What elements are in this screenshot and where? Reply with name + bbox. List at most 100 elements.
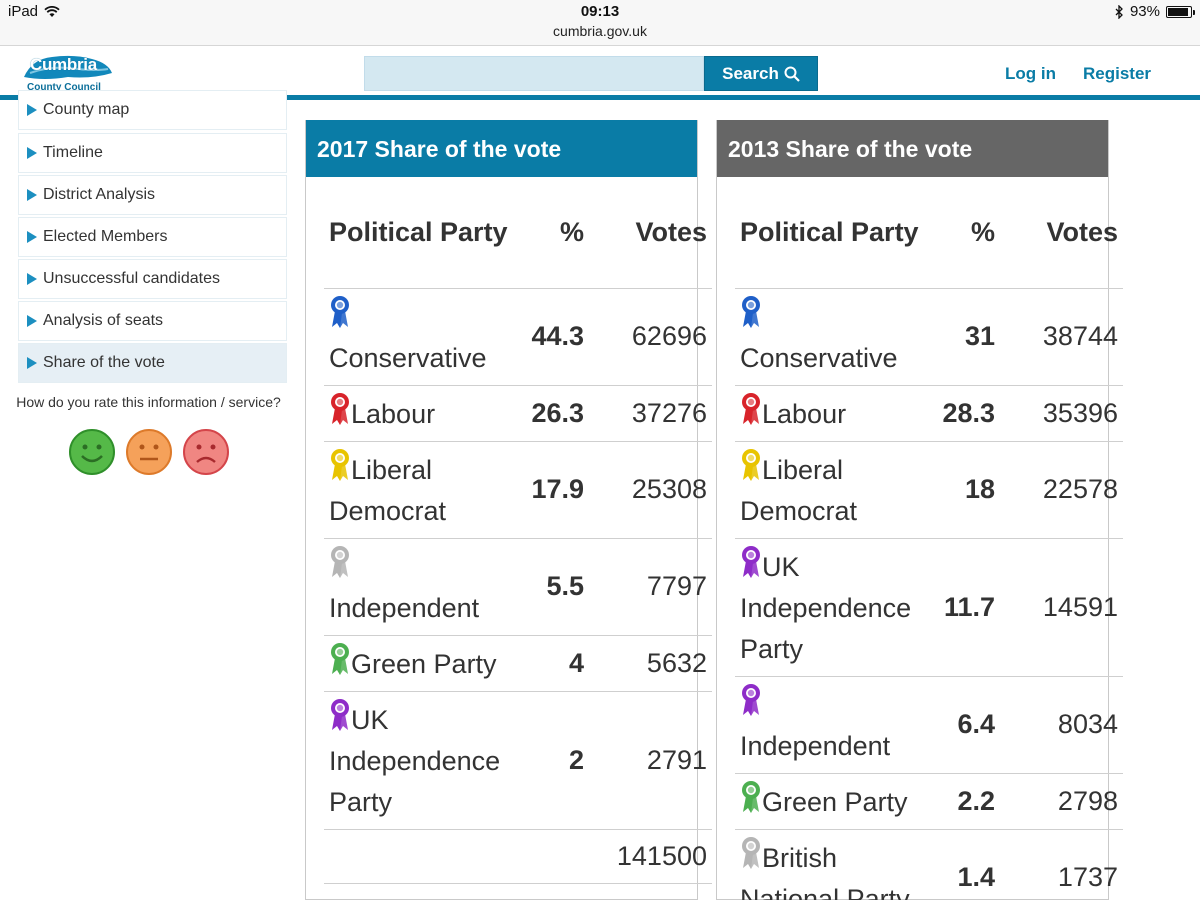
empty-cell xyxy=(324,882,712,900)
votes-cell: 62696 xyxy=(589,287,712,385)
percent-cell: 26.3 xyxy=(511,384,589,441)
party-name: Conservative xyxy=(740,342,898,373)
table-row: Labour 26.3 37276 xyxy=(324,384,712,441)
results-table-2013: Political Party % Votes Conservative 31 38… xyxy=(735,177,1123,900)
party-name: British National Party xyxy=(740,842,910,900)
party-name: Green Party xyxy=(762,786,908,817)
party-name: UK Independence Party xyxy=(740,551,912,664)
party-cell: Conservative xyxy=(324,287,511,385)
sidebar-item-label: Timeline xyxy=(43,144,103,161)
party-cell: Independent xyxy=(324,537,511,635)
party-cell: Liberal Democrat xyxy=(324,440,511,538)
party-name: Green Party xyxy=(351,648,497,679)
table-row: Green Party 2.2 2798 xyxy=(735,772,1123,829)
party-cell: Independent xyxy=(735,675,927,773)
status-right: 93% xyxy=(1115,3,1195,20)
party-cell: Liberal Democrat xyxy=(735,440,927,538)
votes-cell: 22578 xyxy=(1000,440,1123,538)
percent-cell: 18 xyxy=(927,440,1000,538)
register-link[interactable]: Register xyxy=(1083,64,1152,83)
rosette-icon xyxy=(742,836,760,869)
arrow-right-icon xyxy=(27,315,37,327)
column-header-party: Political Party xyxy=(329,216,508,247)
column-header-percent: % xyxy=(970,216,995,247)
party-cell: Labour xyxy=(735,384,927,441)
search-button-label: Search xyxy=(722,63,779,83)
column-header-party: Political Party xyxy=(740,216,919,247)
rosette-icon xyxy=(742,448,760,481)
panel-2013-title: 2013 Share of the vote xyxy=(717,120,1108,177)
percent-cell: 17.9 xyxy=(511,440,589,538)
table-row: Labour 28.3 35396 xyxy=(735,384,1123,441)
rosette-icon xyxy=(742,683,760,716)
table-row: British National Party 1.4 1737 xyxy=(735,828,1123,900)
sidebar-item-analysis-of-seats[interactable]: Analysis of seats xyxy=(18,301,287,341)
sidebar-item-label: Unsuccessful candidates xyxy=(43,270,220,287)
logo-mountain-icon xyxy=(24,55,112,79)
party-name: Conservative xyxy=(329,342,487,373)
table-row: Liberal Democrat 17.9 25308 xyxy=(324,440,712,538)
table-row: Independent 5.5 7797 xyxy=(324,537,712,635)
wifi-icon xyxy=(44,5,60,17)
column-header-percent: % xyxy=(559,216,584,247)
party-name: Independent xyxy=(329,592,480,623)
sidebar-item-county-map[interactable]: County map xyxy=(18,90,287,130)
search-icon xyxy=(784,66,800,82)
battery-percent: 93% xyxy=(1129,3,1160,20)
ios-status-bar: iPad 09:13 cumbria.gov.uk 93% xyxy=(0,0,1200,46)
status-left: iPad xyxy=(8,3,60,20)
rosette-icon xyxy=(742,545,760,578)
table-row: Liberal Democrat 18 22578 xyxy=(735,440,1123,538)
percent-cell: 31 xyxy=(927,287,1000,385)
votes-cell: 5632 xyxy=(589,634,712,691)
party-name: UK Independence Party xyxy=(329,704,501,817)
sidebar-item-label: County map xyxy=(43,101,130,118)
table-row: Green Party 4 5632 xyxy=(324,634,712,691)
status-time: 09:13 xyxy=(580,3,620,20)
happy-face-icon[interactable] xyxy=(68,428,116,476)
party-name: Labour xyxy=(762,398,847,429)
votes-cell: 1737 xyxy=(1000,828,1123,900)
party-name: Labour xyxy=(351,398,436,429)
search-button[interactable]: Search xyxy=(704,56,818,91)
party-cell: Green Party xyxy=(735,772,927,829)
table-row-empty xyxy=(324,882,712,900)
sidebar-item-share-of-the-vote[interactable]: Share of the vote xyxy=(18,343,287,383)
search-input[interactable] xyxy=(364,56,704,91)
party-cell: UK Independence Party xyxy=(735,537,927,676)
percent-cell: 1.4 xyxy=(927,828,1000,900)
sidebar-item-timeline[interactable]: Timeline xyxy=(18,133,287,173)
votes-cell: 25308 xyxy=(589,440,712,538)
table-row: Independent 6.4 8034 xyxy=(735,675,1123,773)
table-row: Conservative 44.3 62696 xyxy=(324,287,712,385)
arrow-right-icon xyxy=(27,231,37,243)
logo-text: Cumbria xyxy=(30,55,97,74)
cumbria-logo[interactable]: Cumbria County Council xyxy=(22,53,114,97)
sad-face-icon[interactable] xyxy=(182,428,230,476)
neutral-face-icon[interactable] xyxy=(125,428,173,476)
total-row: 141500 xyxy=(324,828,712,883)
sidebar-item-label: Elected Members xyxy=(43,228,168,245)
votes-cell: 2791 xyxy=(589,690,712,829)
sidebar-item-unsuccessful-candidates[interactable]: Unsuccessful candidates xyxy=(18,259,287,299)
party-name: Independent xyxy=(740,730,891,761)
rating-question: How do you rate this information / servi… xyxy=(16,394,281,410)
party-cell: British National Party xyxy=(735,828,927,900)
percent-cell: 5.5 xyxy=(511,537,589,635)
party-cell: Labour xyxy=(324,384,511,441)
rosette-icon xyxy=(331,545,349,578)
arrow-right-icon xyxy=(27,357,37,369)
rosette-icon xyxy=(331,698,349,731)
sidebar-item-elected-members[interactable]: Elected Members xyxy=(18,217,287,257)
rosette-icon xyxy=(331,295,349,328)
login-link[interactable]: Log in xyxy=(1005,64,1056,83)
sidebar-item-district-analysis[interactable]: District Analysis xyxy=(18,175,287,215)
votes-cell: 2798 xyxy=(1000,772,1123,829)
total-empty-cell xyxy=(324,828,511,883)
table-row: Conservative 31 38744 xyxy=(735,287,1123,385)
address-url[interactable]: cumbria.gov.uk xyxy=(553,23,647,39)
battery-fill xyxy=(1168,7,1189,16)
rosette-icon xyxy=(331,392,349,425)
party-cell: Conservative xyxy=(735,287,927,385)
votes-cell: 35396 xyxy=(1000,384,1123,441)
